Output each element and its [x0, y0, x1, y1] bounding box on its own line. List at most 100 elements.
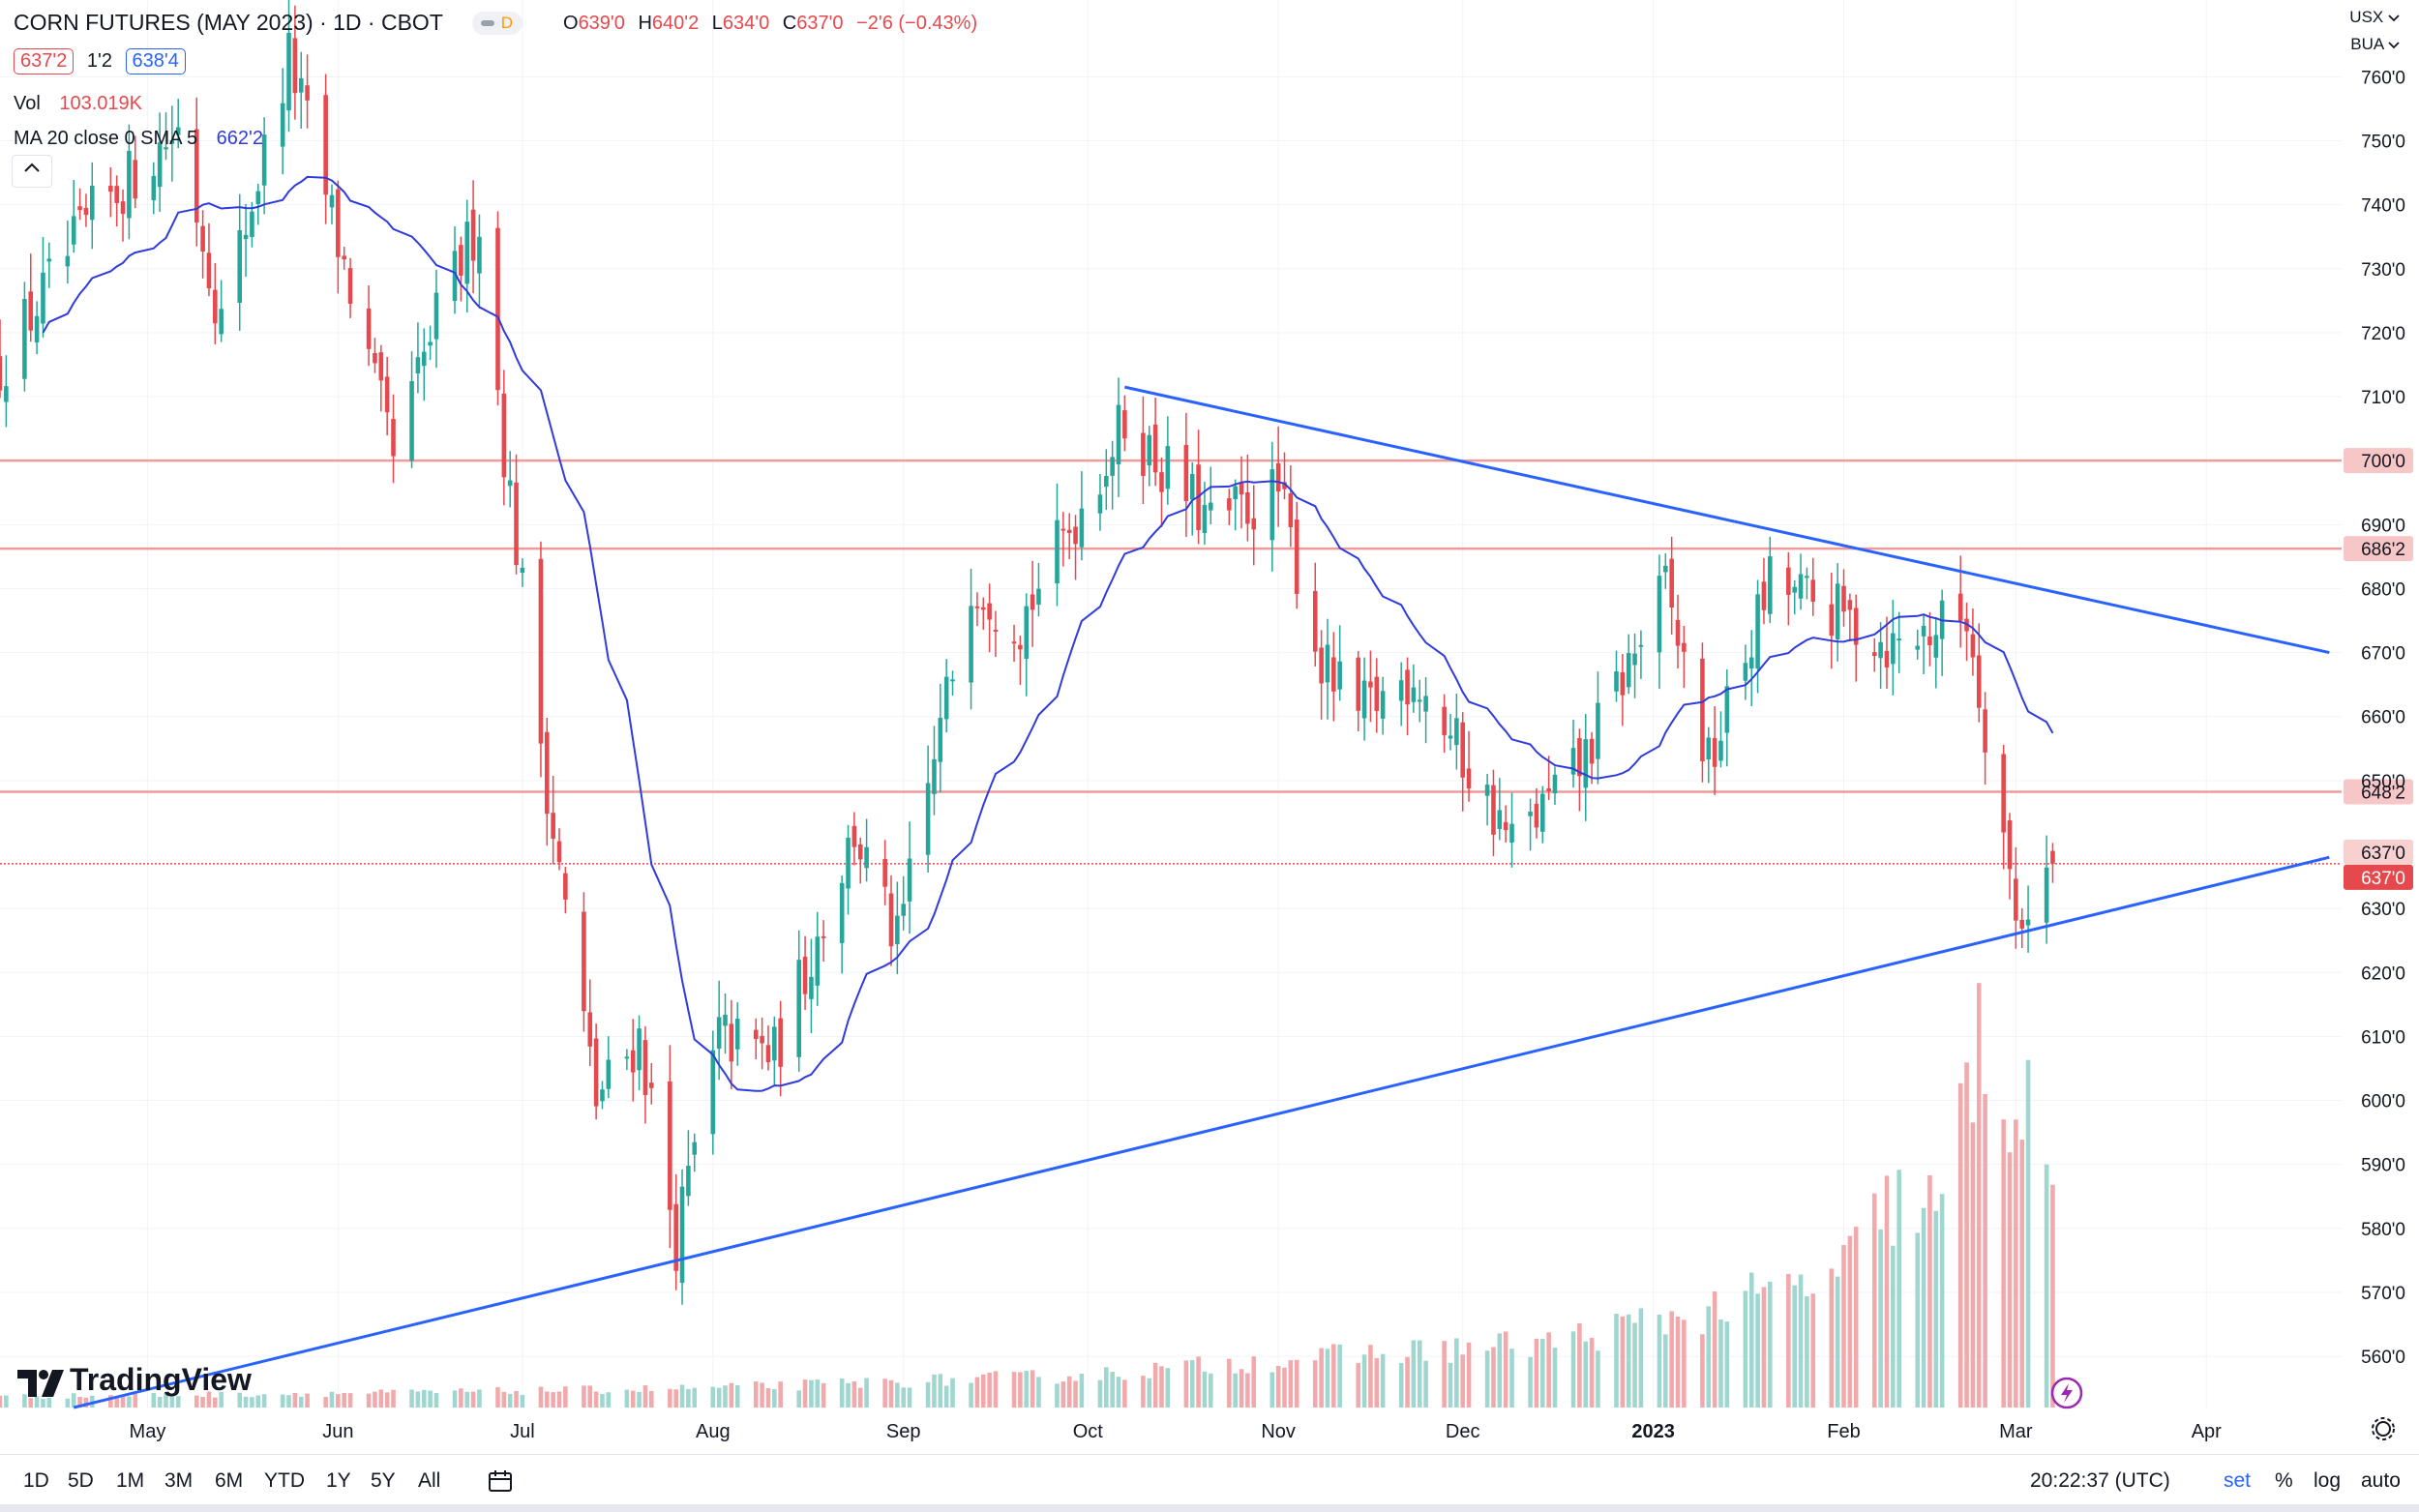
trendlines[interactable]: [73, 385, 2330, 1409]
volume-bar: [164, 1393, 168, 1408]
price-level-label: 686'2: [2361, 540, 2405, 560]
timeframe-all-button[interactable]: All: [418, 1469, 441, 1492]
volume-bar: [1104, 1367, 1109, 1408]
symbol-title[interactable]: CORN FUTURES (MAY 2023) · 1D · CBOT: [14, 10, 443, 35]
candle-body: [514, 482, 519, 566]
interval-badge-label: D: [500, 14, 513, 32]
percent-scale-button[interactable]: %: [2275, 1469, 2293, 1492]
candle-body: [323, 95, 328, 195]
candle-body: [1018, 644, 1023, 650]
candle-body: [1743, 663, 1748, 681]
candle-body: [1239, 483, 1244, 495]
candle-body: [1405, 669, 1410, 705]
ask-button[interactable]: 638'4: [125, 48, 186, 74]
candle-body: [980, 607, 986, 610]
timeframe-1y-button[interactable]: 1Y: [326, 1469, 351, 1492]
volume-bar: [1552, 1348, 1558, 1408]
last-price-label: 637'0: [2361, 869, 2405, 889]
candle-body: [1491, 785, 1496, 835]
candle-body: [1442, 706, 1447, 735]
settings-gear-icon[interactable]: [2369, 1414, 2398, 1443]
price-chart[interactable]: 700'0 686'2 648'2 637'0 637'0 560'0 570'0 580'…: [0, 0, 2419, 1454]
lightning-icon[interactable]: [2049, 1376, 2084, 1410]
volume-bar: [679, 1384, 685, 1408]
time-tick-label: 2023: [1631, 1421, 1675, 1442]
timeframe-5y-button[interactable]: 5Y: [371, 1469, 396, 1492]
ma-legend[interactable]: MA 20 close 0 SMA 5 662'2: [14, 128, 263, 150]
unit-selector[interactable]: BUA: [2350, 35, 2400, 54]
candle-body: [1497, 810, 1503, 829]
volume-bar: [1841, 1245, 1846, 1408]
volume-bar: [1183, 1360, 1189, 1408]
candle-body: [83, 207, 89, 216]
interval-badge[interactable]: D: [472, 12, 523, 35]
volume-bar: [673, 1389, 678, 1408]
candle-body: [551, 813, 555, 839]
session-set-button[interactable]: set: [2224, 1469, 2252, 1492]
candle-body: [1356, 657, 1361, 711]
timeframe-6m-button[interactable]: 6M: [215, 1469, 244, 1492]
volume-bar: [710, 1386, 716, 1408]
volume-bar: [901, 1387, 906, 1408]
log-scale-button[interactable]: log: [2314, 1469, 2342, 1492]
collapse-legend-button[interactable]: [12, 155, 52, 188]
timeframe-5d-button[interactable]: 5D: [68, 1469, 94, 1492]
candle-body: [974, 606, 980, 608]
price-axis[interactable]: 560'0 570'0 580'0 590'0 600'0 610'0 620'0 630'0…: [2361, 68, 2405, 1368]
clock-readout[interactable]: 20:22:37 (UTC): [2030, 1469, 2170, 1492]
tradingview-logo-icon: [17, 1370, 64, 1397]
volume-bar: [2025, 1059, 2031, 1408]
candle-body: [1202, 504, 1208, 533]
currency-selector[interactable]: USX: [2349, 8, 2400, 27]
volume-bar: [1620, 1316, 1626, 1408]
candle-body: [1147, 434, 1152, 466]
bid-button[interactable]: 637'2: [14, 48, 75, 74]
close-price-tag: [2344, 839, 2413, 865]
candle-body: [1921, 625, 1926, 637]
volume-bar: [587, 1385, 593, 1408]
ohlc-readout: O639'0 H640'2 L634'0 C637'0 −2'6 (−0.43%…: [563, 13, 985, 35]
candle-body: [114, 186, 119, 203]
candle-body: [65, 255, 71, 267]
volume-bar: [1196, 1356, 1201, 1408]
price-tick-label: 670'0: [2361, 644, 2405, 665]
candle-body: [1030, 594, 1035, 610]
candle-body: [1748, 657, 1754, 669]
timeframe-ytd-button[interactable]: YTD: [264, 1469, 305, 1492]
volume-bar: [1497, 1333, 1503, 1408]
volume-bar: [1939, 1194, 1945, 1408]
candle-body: [298, 77, 304, 93]
timeframe-3m-button[interactable]: 3M: [164, 1469, 194, 1492]
volume-bar: [1011, 1372, 1017, 1408]
candle-body: [255, 191, 261, 204]
volume-bar: [1312, 1360, 1318, 1408]
timeframe-1m-button[interactable]: 1M: [116, 1469, 145, 1492]
horizontal-levels[interactable]: 700'0 686'2 648'2 637'0 637'0: [0, 448, 2413, 890]
volume-bar: [1165, 1368, 1171, 1408]
candle-body: [164, 147, 168, 150]
volume-legend[interactable]: Vol 103.019K: [14, 93, 142, 115]
volume-bar: [1509, 1349, 1514, 1408]
candle-body: [1835, 583, 1840, 639]
time-tick-label: Apr: [2192, 1421, 2222, 1442]
volume-bar: [1282, 1367, 1287, 1408]
volume-bar: [2019, 1140, 2024, 1408]
volume-bar: [2001, 1119, 2006, 1408]
candle-body: [292, 38, 298, 94]
volume-bar: [1546, 1332, 1551, 1408]
time-tick-label: Jul: [510, 1421, 535, 1442]
volume-bar: [1964, 1062, 1969, 1408]
volume-bar: [987, 1372, 992, 1408]
auto-scale-button[interactable]: auto: [2361, 1469, 2401, 1492]
time-axis[interactable]: May Jun Jul Aug Sep Oct Nov Dec 2023 Feb Mar Apr: [130, 1421, 2223, 1442]
volume-bar: [1141, 1376, 1146, 1408]
volume-bar: [624, 1389, 630, 1408]
candle-body: [1269, 469, 1275, 541]
candle-body: [821, 935, 826, 938]
candle-body: [477, 236, 482, 274]
calendar-range-icon[interactable]: [488, 1468, 515, 1494]
timeframe-1d-button[interactable]: 1D: [23, 1469, 49, 1492]
candle-body: [1761, 581, 1767, 610]
candle-body: [1700, 658, 1705, 761]
price-tick-label: 560'0: [2361, 1348, 2405, 1368]
